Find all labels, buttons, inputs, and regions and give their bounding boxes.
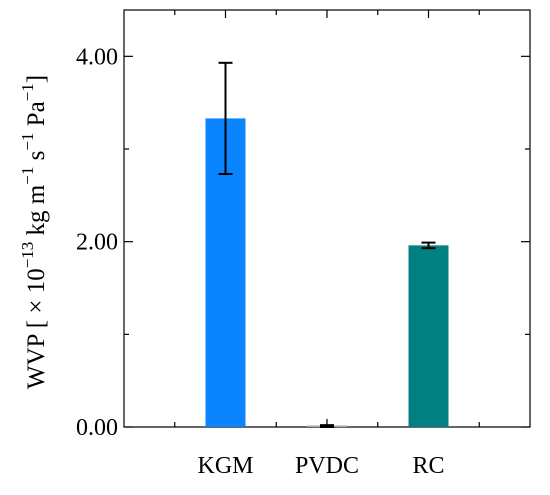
y-tick-label: 4.00 (76, 44, 118, 70)
plot-frame (123, 9, 531, 428)
y-tick-label: 0.00 (76, 415, 118, 441)
y-tick-label: 2.00 (76, 230, 118, 256)
plot-area: 0.00 2.00 4.00 KGM PVDC RC (76, 9, 531, 479)
x-tick-label-kgm: KGM (197, 453, 253, 479)
x-tick-label-rc: RC (412, 453, 444, 479)
x-tick-label-pvdc: PVDC (295, 453, 359, 479)
bar-rc (408, 245, 449, 427)
y-axis-label: WVP [ × 10−13 kg m−1 s−1 Pa−1] (18, 75, 50, 389)
